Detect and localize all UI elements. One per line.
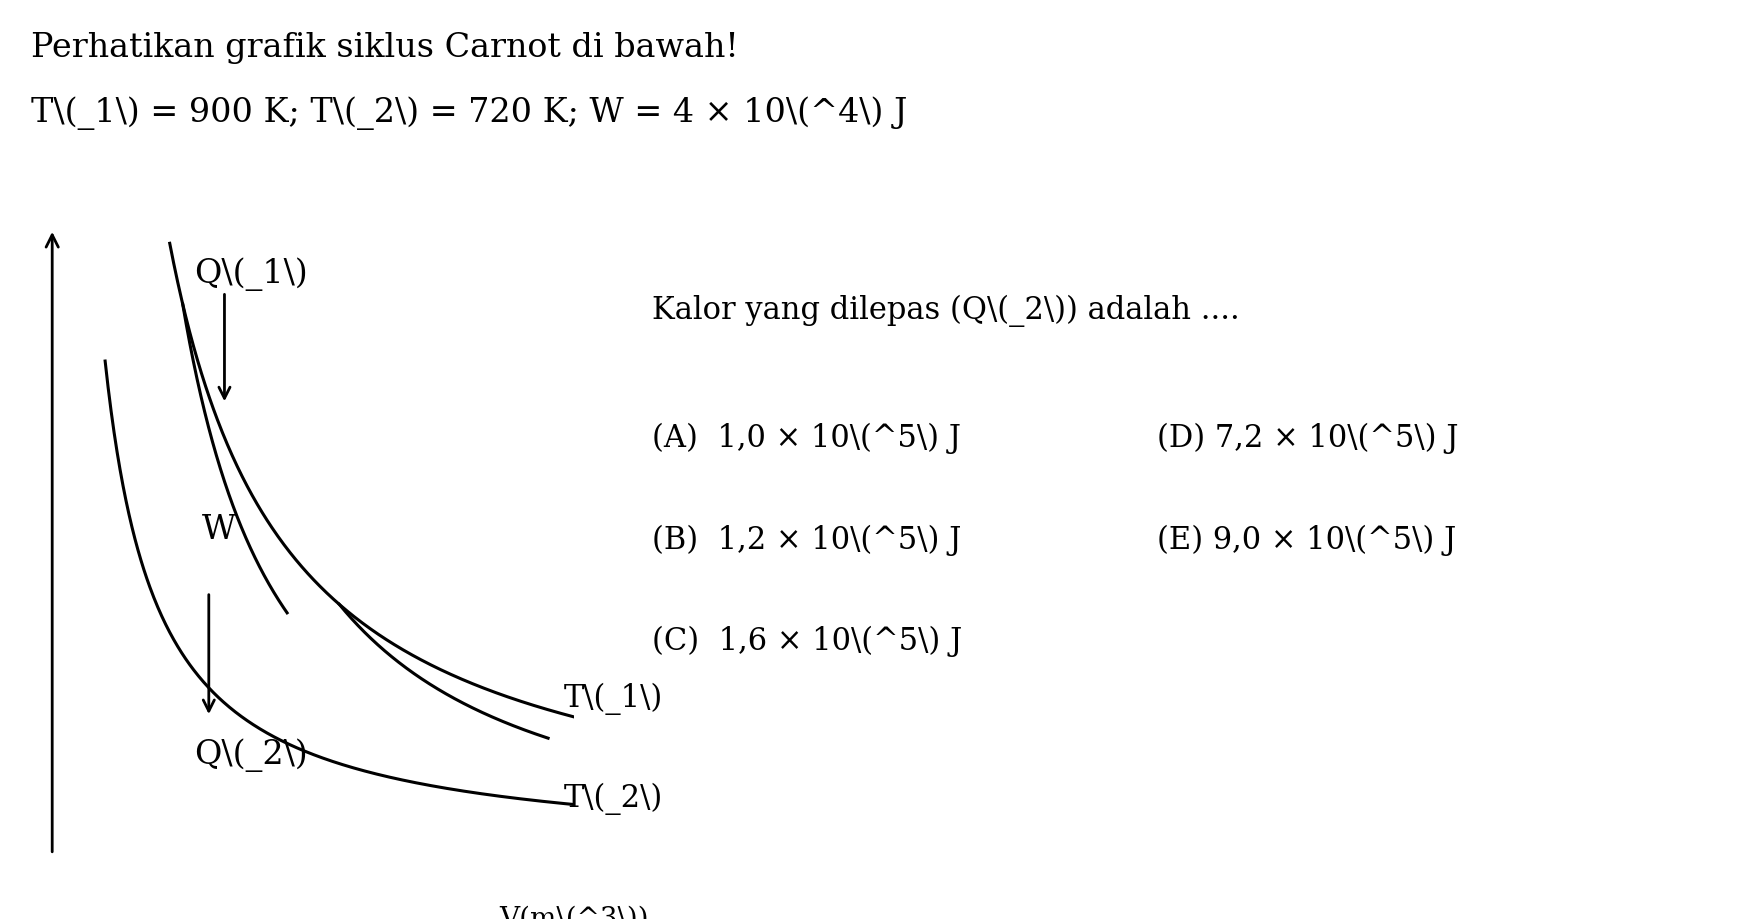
Text: (B)  1,2 × 10\(^5\) J: (B) 1,2 × 10\(^5\) J [652,524,962,555]
Text: T\(_2\): T\(_2\) [563,782,663,814]
Text: T\(_1\) = 900 K; T\(_2\) = 720 K; W = 4 × 10\(^4\) J: T\(_1\) = 900 K; T\(_2\) = 720 K; W = 4 … [31,96,908,130]
Text: (E) 9,0 × 10\(^5\) J: (E) 9,0 × 10\(^5\) J [1156,524,1456,555]
Text: T\(_1\): T\(_1\) [563,682,663,715]
Text: Q\(_2\): Q\(_2\) [193,738,308,771]
Text: Kalor yang dilepas (Q\(_2\)) adalah ....: Kalor yang dilepas (Q\(_2\)) adalah .... [652,294,1240,326]
Text: (C)  1,6 × 10\(^5\) J: (C) 1,6 × 10\(^5\) J [652,625,962,656]
Text: Perhatikan grafik siklus Carnot di bawah!: Perhatikan grafik siklus Carnot di bawah… [31,32,739,64]
Text: (A)  1,0 × 10\(^5\) J: (A) 1,0 × 10\(^5\) J [652,423,962,454]
Text: W: W [202,514,237,546]
Text: Q\(_1\): Q\(_1\) [193,256,308,290]
Text: V(m\(^3\)): V(m\(^3\)) [499,904,649,919]
Text: (D) 7,2 × 10\(^5\) J: (D) 7,2 × 10\(^5\) J [1156,423,1457,454]
